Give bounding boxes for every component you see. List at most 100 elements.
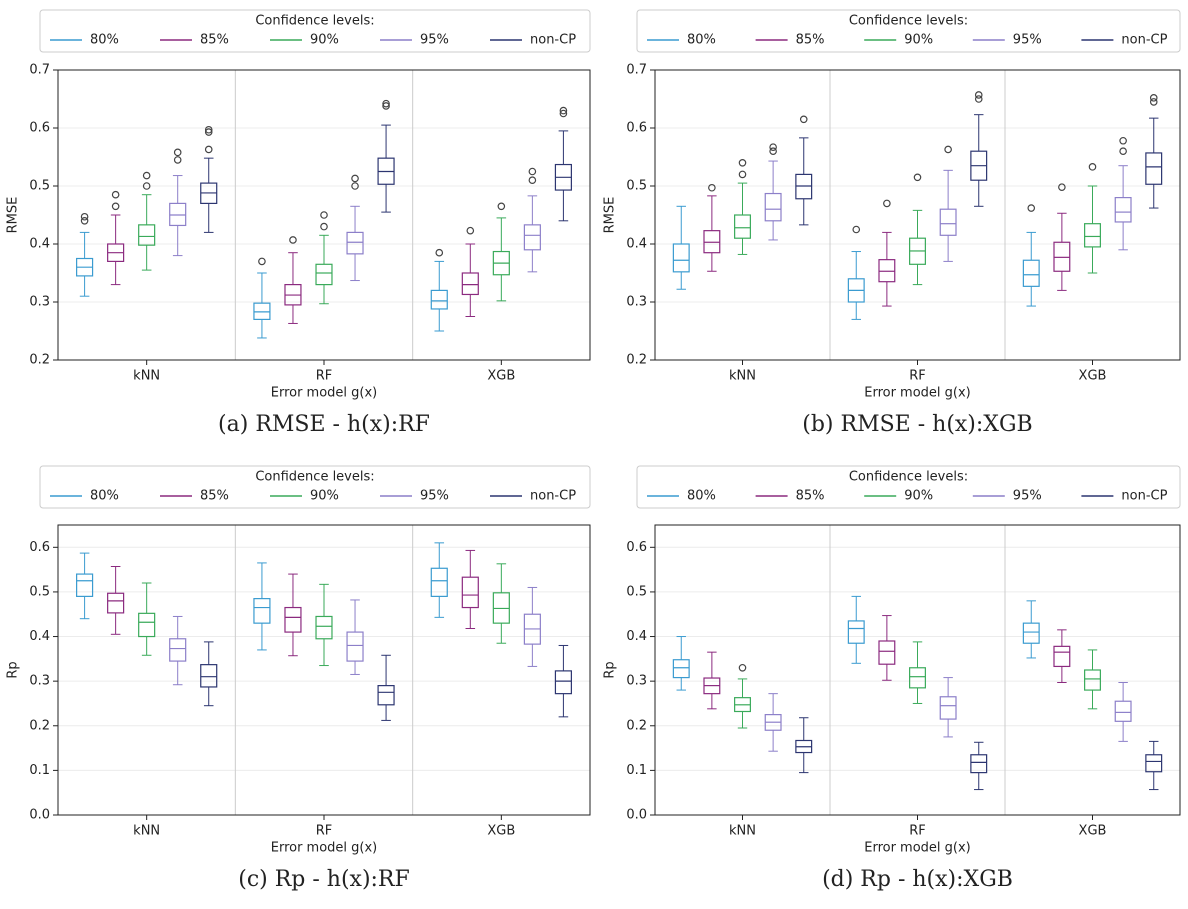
legend-label: 95% xyxy=(1013,33,1042,48)
y-tick-label: 0.7 xyxy=(626,63,647,78)
box xyxy=(138,224,156,246)
box xyxy=(430,289,448,310)
x-tick-label: RF xyxy=(909,824,926,839)
box xyxy=(346,631,364,662)
outlier xyxy=(204,128,213,136)
y-axis-label: RMSE xyxy=(603,197,618,234)
legend-label: 80% xyxy=(687,33,716,48)
x-tick-label: RF xyxy=(909,369,926,384)
legend-label: non-CP xyxy=(1121,489,1167,504)
box xyxy=(554,670,572,695)
box xyxy=(346,231,364,255)
outlier xyxy=(1027,204,1036,212)
y-tick-label: 0.4 xyxy=(626,237,647,252)
box xyxy=(764,192,782,222)
outlier xyxy=(497,202,506,211)
box xyxy=(315,615,333,640)
box xyxy=(1084,223,1101,248)
outlier xyxy=(708,183,716,192)
outlier xyxy=(974,95,983,103)
box xyxy=(878,640,896,665)
legend-label: 80% xyxy=(90,33,119,48)
legend-title: Confidence levels: xyxy=(255,470,374,485)
x-tick-label: XGB xyxy=(1079,824,1107,839)
outlier xyxy=(80,212,89,221)
legend-label: 90% xyxy=(310,33,339,48)
box xyxy=(76,573,94,597)
box xyxy=(939,208,957,236)
legend-label: non-CP xyxy=(1121,33,1167,48)
outlier xyxy=(111,202,120,211)
outlier xyxy=(1119,147,1127,156)
outlier xyxy=(559,106,568,115)
y-tick-label: 0.1 xyxy=(626,763,647,778)
outlier xyxy=(1119,136,1127,145)
outlier xyxy=(738,663,747,672)
y-tick-label: 0.2 xyxy=(29,353,50,368)
legend-box xyxy=(39,9,591,53)
legend-label: 90% xyxy=(310,489,339,504)
box xyxy=(1145,754,1163,773)
outlier xyxy=(382,102,390,110)
outlier xyxy=(204,145,213,154)
legend-label: non-CP xyxy=(530,489,576,504)
plot-frame xyxy=(654,69,1181,361)
x-axis-label: Error model g(x) xyxy=(271,841,378,856)
outlier xyxy=(559,109,568,118)
legend-label: 95% xyxy=(1013,489,1042,504)
y-tick-label: 0.4 xyxy=(29,629,50,644)
outlier xyxy=(173,148,182,157)
box xyxy=(939,696,957,720)
outlier xyxy=(769,147,777,156)
box xyxy=(672,243,690,273)
outlier xyxy=(738,159,747,167)
box xyxy=(1022,622,1040,644)
y-tick-label: 0.3 xyxy=(626,674,647,689)
x-tick-label: XGB xyxy=(1079,369,1107,384)
y-tick-label: 0.3 xyxy=(29,674,50,689)
outlier xyxy=(258,257,266,266)
y-tick-label: 0.6 xyxy=(29,121,50,136)
box xyxy=(461,576,479,609)
box xyxy=(1053,645,1071,668)
y-tick-label: 0.5 xyxy=(29,584,50,599)
box xyxy=(523,224,541,251)
y-tick-label: 0.5 xyxy=(626,179,647,194)
plot-frame xyxy=(57,524,591,816)
outlier xyxy=(173,156,182,164)
outlier xyxy=(320,222,328,231)
legend-label: 95% xyxy=(420,33,449,48)
legend-title: Confidence levels: xyxy=(849,14,968,29)
y-tick-label: 0.2 xyxy=(29,718,50,733)
outlier xyxy=(1088,163,1097,171)
y-tick-label: 0.5 xyxy=(29,179,50,194)
x-tick-label: kNN xyxy=(133,824,160,839)
box xyxy=(169,638,187,662)
outlier xyxy=(80,217,89,225)
box xyxy=(734,214,751,239)
y-tick-label: 0.3 xyxy=(626,295,647,310)
y-tick-label: 0.6 xyxy=(626,121,647,136)
caption: (c) Rp - h(x):RF xyxy=(238,867,410,892)
outlier xyxy=(944,145,952,154)
box xyxy=(430,567,448,597)
box xyxy=(284,606,302,633)
y-tick-label: 0.6 xyxy=(29,540,50,555)
box xyxy=(847,620,865,644)
box xyxy=(1114,700,1132,722)
y-tick-label: 0.4 xyxy=(29,237,50,252)
outlier xyxy=(528,176,537,185)
outlier xyxy=(974,91,983,99)
box xyxy=(1084,669,1101,691)
outlier xyxy=(1149,94,1158,102)
caption: (a) RMSE - h(x):RF xyxy=(218,412,430,437)
box xyxy=(1145,152,1163,185)
outlier xyxy=(883,199,891,208)
outlier xyxy=(142,182,151,190)
box xyxy=(138,612,156,638)
outlier xyxy=(769,143,777,151)
x-tick-label: XGB xyxy=(487,369,515,384)
outlier xyxy=(142,171,151,180)
y-tick-label: 0.6 xyxy=(626,540,647,555)
